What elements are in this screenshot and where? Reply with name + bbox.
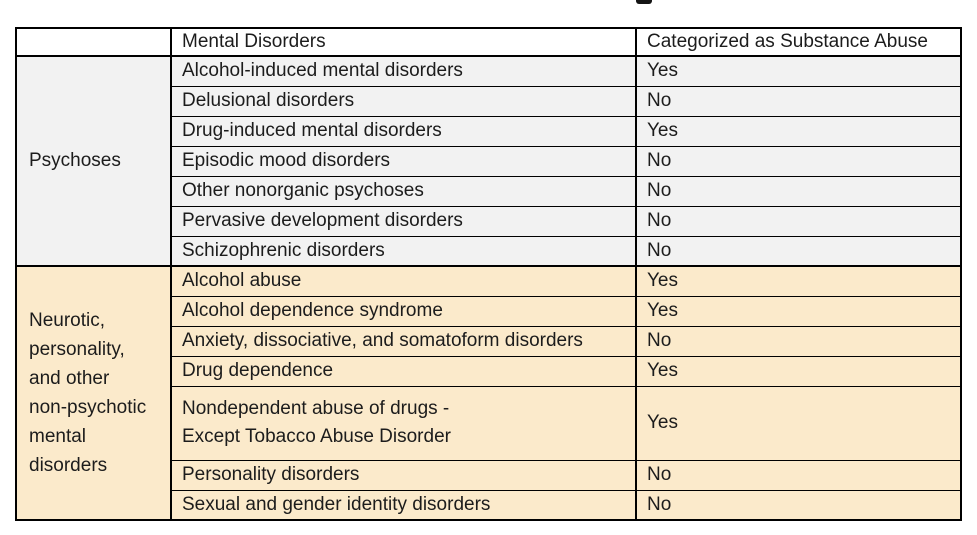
- table-row: Schizophrenic disorders No: [16, 235, 962, 267]
- disorder-cell: Pervasive development disorders: [170, 205, 637, 237]
- column-header-categorized: Categorized as Substance Abuse: [635, 27, 962, 57]
- disorder-cell: Alcohol-induced mental disorders: [170, 55, 637, 87]
- substance-abuse-cell: No: [635, 459, 962, 491]
- disorder-cell: Drug dependence: [170, 355, 637, 387]
- disorder-cell: Drug-induced mental disorders: [170, 115, 637, 147]
- substance-abuse-cell: Yes: [635, 295, 962, 327]
- group-cell-neurotic: Neurotic, personality, and other non-psy…: [15, 265, 172, 521]
- disorder-cell: Personality disorders: [170, 459, 637, 491]
- table-row: Neurotic, personality, and other non-psy…: [15, 265, 962, 521]
- disorders-table: Mental Disorders Categorized as Substanc…: [15, 27, 962, 521]
- table-row: Alcohol dependence syndrome Yes: [16, 295, 962, 327]
- substance-abuse-cell: Yes: [635, 265, 962, 297]
- cropped-title-fragment: [636, 0, 652, 4]
- table-row: Sexual and gender identity disorders No: [16, 489, 962, 521]
- disorder-cell: Schizophrenic disorders: [170, 235, 637, 267]
- substance-abuse-cell: Yes: [635, 355, 962, 387]
- table-row: Delusional disorders No: [16, 85, 962, 117]
- disorder-cell: Episodic mood disorders: [170, 145, 637, 177]
- table-row: Anxiety, dissociative, and somatoform di…: [16, 325, 962, 357]
- header-row: Mental Disorders Categorized as Substanc…: [15, 27, 962, 57]
- substance-abuse-cell: Yes: [635, 55, 962, 87]
- disorder-cell: Alcohol dependence syndrome: [170, 295, 637, 327]
- substance-abuse-cell: No: [635, 85, 962, 117]
- table-row: Nondependent abuse of drugs - Except Tob…: [16, 385, 962, 461]
- group-cell-psychoses: Psychoses: [15, 55, 172, 267]
- substance-abuse-cell: No: [635, 205, 962, 237]
- column-header-mental-disorders: Mental Disorders: [170, 27, 637, 57]
- substance-abuse-cell: No: [635, 145, 962, 177]
- substance-abuse-cell: No: [635, 489, 962, 521]
- substance-abuse-cell: No: [635, 175, 962, 207]
- disorder-cell: Alcohol abuse: [170, 265, 637, 297]
- table-row: Pervasive development disorders No: [16, 205, 962, 237]
- substance-abuse-cell: Yes: [635, 385, 962, 461]
- table-row: Episodic mood disorders No: [16, 145, 962, 177]
- column-header-group: [15, 27, 172, 57]
- substance-abuse-cell: Yes: [635, 115, 962, 147]
- substance-abuse-cell: No: [635, 235, 962, 267]
- substance-abuse-cell: No: [635, 325, 962, 357]
- disorder-cell: Anxiety, dissociative, and somatoform di…: [170, 325, 637, 357]
- disorder-cell: Other nonorganic psychoses: [170, 175, 637, 207]
- table-row: Psychoses Alcohol-induced mental disorde…: [15, 55, 962, 267]
- table-row: Other nonorganic psychoses No: [16, 175, 962, 207]
- disorder-cell: Sexual and gender identity disorders: [170, 489, 637, 521]
- disorder-cell: Delusional disorders: [170, 85, 637, 117]
- disorder-cell: Nondependent abuse of drugs - Except Tob…: [170, 385, 637, 461]
